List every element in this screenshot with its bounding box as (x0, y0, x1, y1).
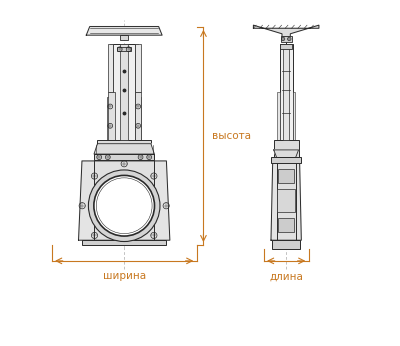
Polygon shape (271, 161, 301, 240)
Text: ширина: ширина (103, 271, 146, 281)
Bar (94, 154, 154, 160)
Bar (278, 169, 294, 183)
Bar (272, 240, 300, 249)
Polygon shape (86, 27, 162, 35)
Bar (293, 92, 296, 140)
Bar (277, 157, 296, 240)
Polygon shape (94, 144, 154, 154)
Bar (120, 44, 128, 140)
Bar (120, 35, 128, 40)
Bar (277, 92, 280, 140)
Bar (277, 189, 295, 212)
Bar (82, 240, 166, 245)
Bar (110, 44, 138, 97)
Bar (274, 140, 298, 157)
Bar (280, 44, 293, 140)
Bar (113, 44, 135, 140)
Bar (281, 36, 292, 42)
Bar (108, 92, 114, 140)
Bar (283, 44, 289, 140)
Circle shape (94, 175, 154, 236)
Polygon shape (274, 150, 298, 157)
Polygon shape (78, 161, 170, 240)
Circle shape (88, 170, 160, 242)
Bar (94, 154, 154, 240)
Polygon shape (254, 25, 319, 37)
Bar (108, 44, 113, 92)
Bar (278, 218, 294, 232)
Bar (135, 44, 140, 92)
Bar (107, 97, 142, 140)
Bar (117, 47, 131, 51)
Bar (98, 140, 151, 154)
Bar (135, 92, 140, 140)
Text: высота: высота (212, 131, 251, 141)
Bar (280, 44, 292, 49)
Bar (271, 157, 301, 163)
Text: длина: длина (269, 271, 303, 281)
